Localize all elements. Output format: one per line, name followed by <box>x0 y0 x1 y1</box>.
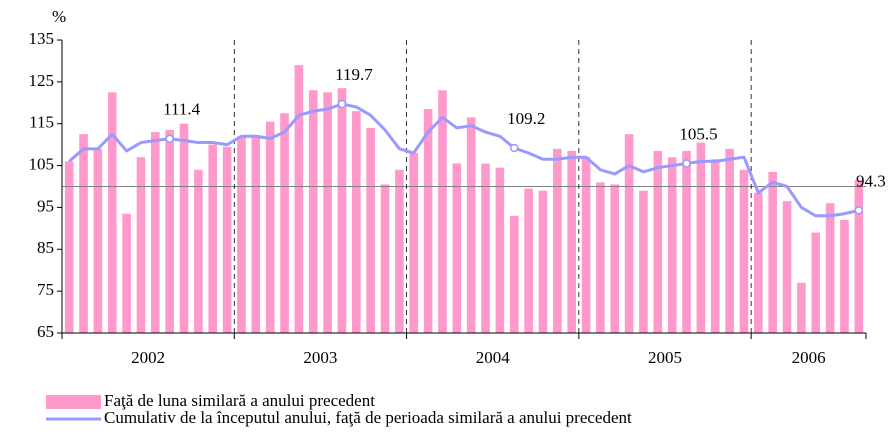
x-tick-label: 2003 <box>303 348 337 367</box>
bar <box>352 111 361 334</box>
line <box>68 102 860 218</box>
bar <box>237 136 246 333</box>
y-tick-label: 105 <box>29 154 55 173</box>
bar <box>797 282 806 333</box>
y-tick-label: 85 <box>37 238 54 257</box>
bar <box>610 184 620 333</box>
bar <box>782 201 792 333</box>
bar <box>682 150 691 333</box>
bar <box>653 150 663 333</box>
x-tick-label: 2004 <box>476 348 511 367</box>
bar <box>366 127 375 334</box>
data-label: 105.5 <box>679 124 717 143</box>
bar <box>624 134 634 333</box>
y-tick-label: 115 <box>29 113 54 132</box>
bar <box>251 136 261 333</box>
bar <box>725 148 734 333</box>
bar <box>93 148 103 333</box>
bar <box>739 169 749 333</box>
data-label: 94.3 <box>856 171 886 190</box>
bar <box>79 134 88 333</box>
bar <box>667 157 677 333</box>
bar <box>179 123 189 333</box>
bar <box>64 161 74 333</box>
bar <box>438 90 447 333</box>
bar <box>710 159 720 333</box>
legend-label: Faţă de luna similară a anului precedent <box>104 391 375 410</box>
bar <box>423 109 433 333</box>
bar <box>308 90 318 333</box>
bar <box>524 188 533 333</box>
y-tick-label: 75 <box>37 280 54 299</box>
bar <box>165 129 174 333</box>
bar <box>337 88 347 333</box>
bar <box>754 192 763 333</box>
data-label: 111.4 <box>163 100 200 119</box>
bar <box>395 169 404 333</box>
bar <box>107 92 117 333</box>
bar <box>222 146 232 333</box>
y-tick-label: 135 <box>29 29 55 48</box>
marker <box>337 99 347 109</box>
marker <box>854 206 864 215</box>
marker <box>510 143 519 153</box>
marker <box>165 134 174 144</box>
bar <box>567 150 576 333</box>
bar <box>696 142 706 333</box>
y-tick-label: 65 <box>37 322 54 341</box>
legend-label: Cumulativ de la începutul anului, faţă d… <box>104 408 632 427</box>
bar <box>466 117 476 333</box>
x-tick-label: 2002 <box>131 348 165 367</box>
data-label: 109.2 <box>507 109 545 128</box>
bar <box>854 180 864 333</box>
bar <box>452 163 462 333</box>
bar <box>639 190 648 333</box>
bar <box>768 171 777 333</box>
bar <box>208 144 218 333</box>
marker <box>682 159 691 168</box>
bar <box>596 182 605 333</box>
bar <box>280 113 289 333</box>
bar <box>323 92 332 333</box>
x-tick-label: 2005 <box>648 348 682 367</box>
bar <box>194 169 203 333</box>
bar <box>265 121 275 333</box>
bar <box>294 65 304 333</box>
data-label: 119.7 <box>335 65 373 84</box>
y-unit: % <box>52 7 66 26</box>
bar <box>151 132 160 333</box>
bar <box>495 167 505 333</box>
bar <box>409 153 419 333</box>
bar <box>825 203 835 333</box>
bar <box>811 232 821 333</box>
x-tick-label: 2006 <box>792 348 826 367</box>
bar <box>538 190 548 333</box>
bar <box>553 148 562 333</box>
y-tick-label: 95 <box>37 196 54 215</box>
bar <box>840 219 849 333</box>
bar <box>122 213 131 333</box>
bar <box>136 157 146 333</box>
bar <box>380 184 390 333</box>
bar <box>509 215 519 333</box>
bar <box>481 163 490 333</box>
bar <box>581 157 591 333</box>
y-tick-label: 125 <box>29 71 55 90</box>
legend-swatch <box>46 395 101 409</box>
